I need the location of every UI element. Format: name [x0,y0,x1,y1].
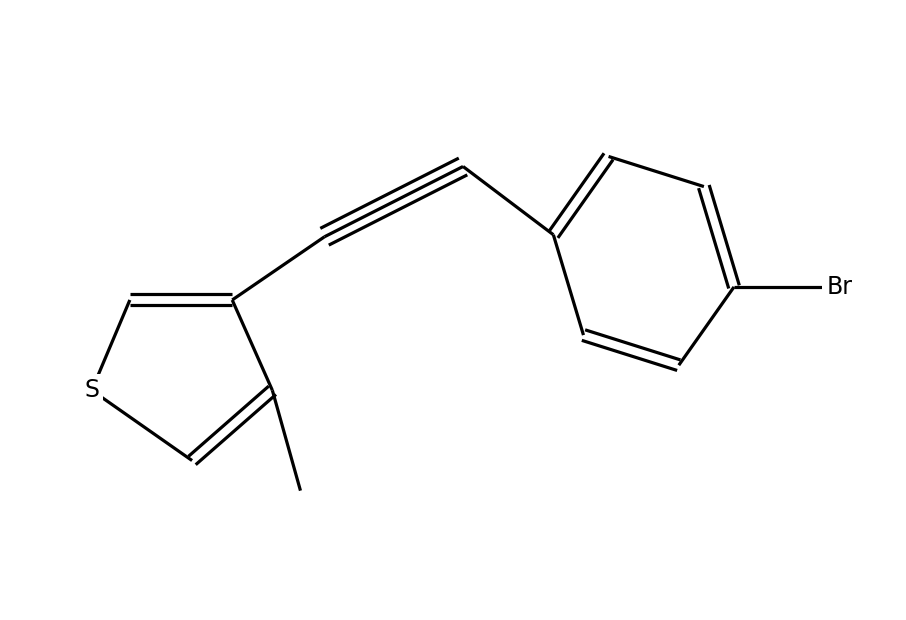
Text: Br: Br [826,275,853,299]
Text: S: S [84,378,100,402]
